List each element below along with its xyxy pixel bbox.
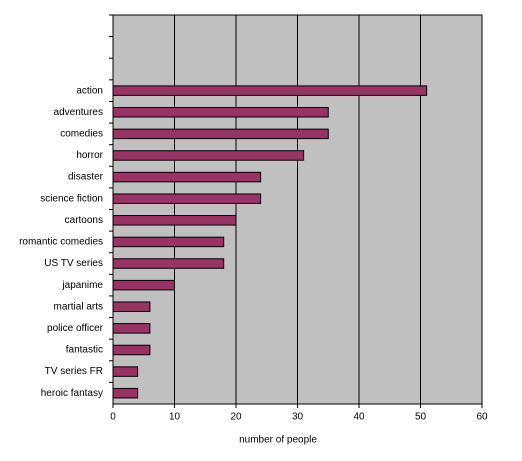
- bar: [112, 323, 151, 334]
- x-tick-label: 10: [169, 412, 181, 423]
- bar: [112, 215, 237, 226]
- x-tick-label: 50: [415, 412, 427, 423]
- y-tick-label: martial arts: [54, 301, 103, 312]
- y-tick-label: US TV series: [44, 258, 103, 269]
- x-tick-label: 60: [476, 412, 488, 423]
- y-tick-label: heroic fantasy: [41, 388, 103, 399]
- y-tick-label: romantic comedies: [19, 237, 103, 248]
- x-tick-label: 30: [292, 412, 304, 423]
- x-axis-label: number of people: [239, 435, 317, 446]
- bar: [112, 150, 305, 161]
- y-tick-label: science fiction: [40, 193, 103, 204]
- y-tick-label: fantastic: [66, 345, 103, 356]
- bar: [112, 193, 262, 204]
- bar: [112, 236, 225, 248]
- y-tick-label: disaster: [68, 172, 104, 183]
- bar: [112, 171, 262, 183]
- bar: [112, 279, 175, 291]
- bar: [112, 85, 428, 96]
- y-tick-label: adventures: [54, 107, 103, 118]
- bar: [112, 387, 139, 399]
- y-tick-label: action: [76, 85, 103, 96]
- x-tick-label: 40: [353, 412, 365, 423]
- bar: [112, 344, 151, 356]
- y-tick-label: cartoons: [65, 215, 103, 226]
- bar: [112, 106, 329, 118]
- x-tick-label: 0: [110, 412, 116, 423]
- bar: [112, 128, 329, 140]
- y-tick-label: horror: [76, 150, 103, 161]
- y-tick-label: comedies: [60, 129, 103, 140]
- x-tick-label: 20: [230, 412, 242, 423]
- bar: [112, 301, 151, 313]
- y-tick-label: japanime: [61, 280, 103, 291]
- bar: [112, 366, 139, 377]
- y-tick-label: TV series FR: [45, 366, 103, 377]
- bar: [112, 258, 225, 269]
- y-tick-label: police officer: [47, 323, 104, 334]
